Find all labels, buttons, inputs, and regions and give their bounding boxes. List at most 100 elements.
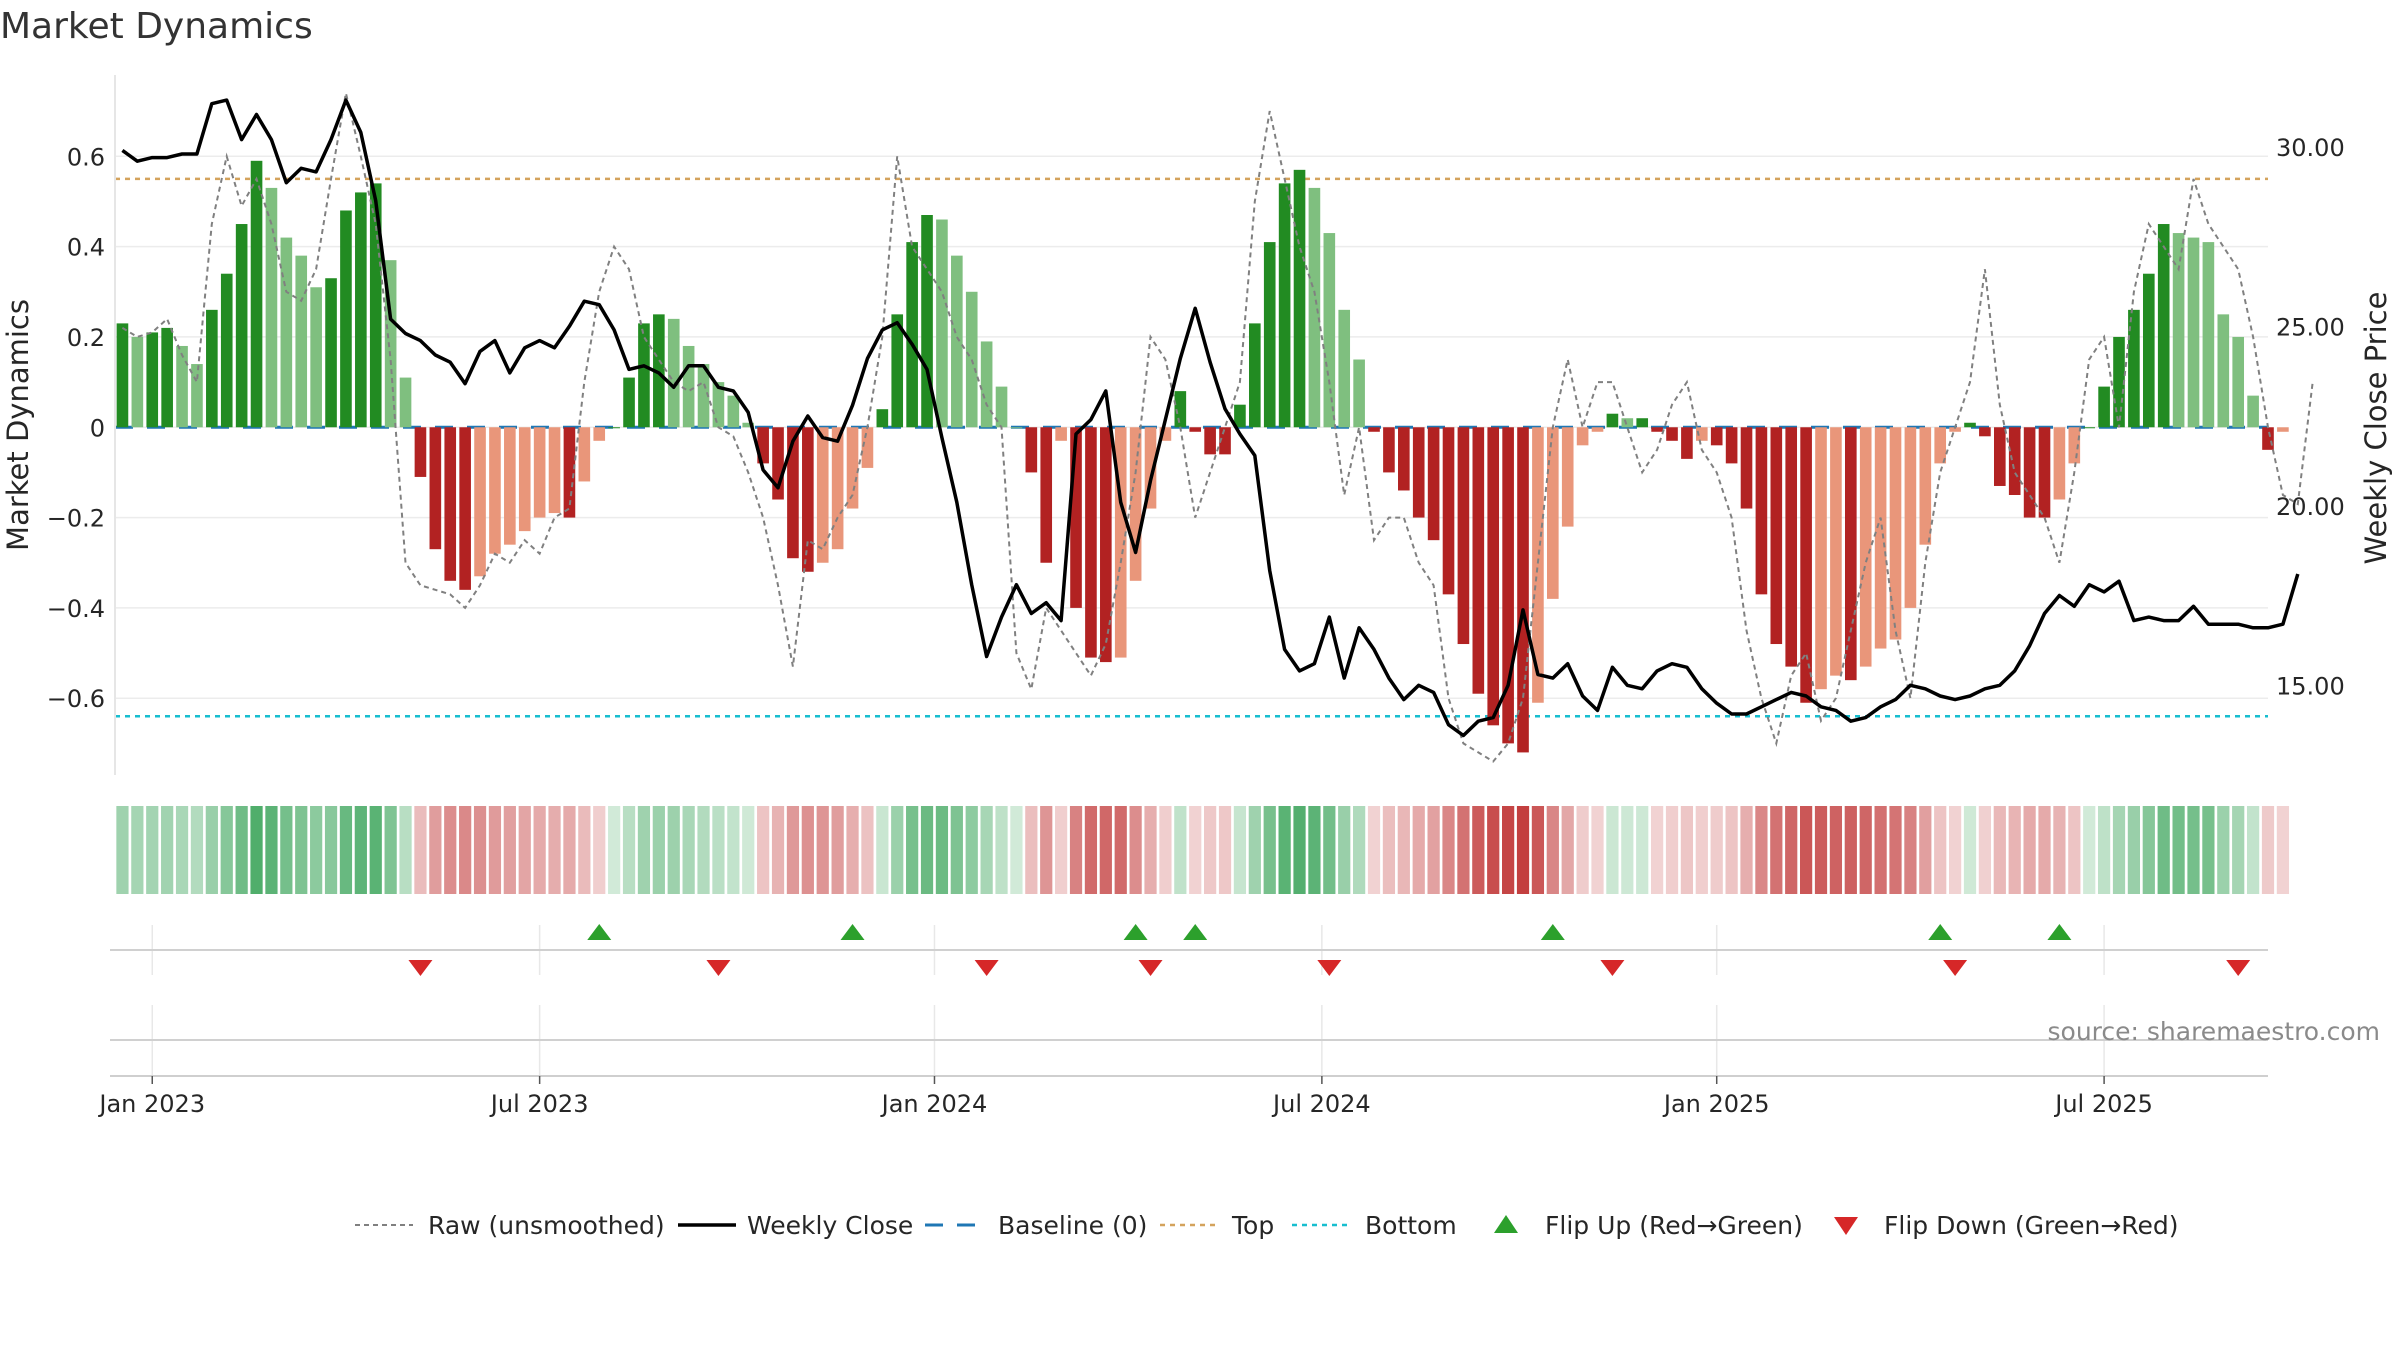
legend-label: Top xyxy=(1231,1211,1274,1240)
dynamics-bar xyxy=(1636,418,1649,428)
dynamics-bar xyxy=(369,183,382,428)
heat-cell xyxy=(1323,806,1336,894)
gridlines xyxy=(110,155,2268,1077)
dynamics-bar xyxy=(161,327,173,428)
heat-cell xyxy=(1725,806,1738,894)
heat-cell xyxy=(2083,806,2096,894)
dynamics-bar xyxy=(1263,242,1276,428)
x-tick-label: Jan 2025 xyxy=(1662,1090,1770,1118)
dynamics-bar xyxy=(593,427,606,441)
dynamics-bar xyxy=(1591,427,1604,432)
heat-cell xyxy=(578,806,591,894)
heat-cell xyxy=(1889,806,1902,894)
dynamics-bar xyxy=(206,309,218,428)
heat-cell xyxy=(876,806,889,894)
heat-cell xyxy=(2097,806,2111,894)
dynamics-bar xyxy=(1964,422,1976,428)
heat-cell xyxy=(1204,806,1217,894)
y-left-tick-label: 0.6 xyxy=(67,143,105,171)
close-series xyxy=(121,98,2300,738)
dynamics-bar xyxy=(489,427,501,554)
heat-cell xyxy=(1308,806,1321,894)
heat-cell xyxy=(1010,806,1023,894)
heat-cell xyxy=(324,806,338,894)
dynamics-bar xyxy=(1770,427,1783,645)
dynamics-bar xyxy=(2157,224,2170,428)
dynamics-bar xyxy=(2083,427,2096,429)
dynamics-bar xyxy=(1755,427,1768,595)
dynamics-bar xyxy=(802,427,814,572)
heat-cell xyxy=(2068,806,2081,894)
heat-cell xyxy=(161,806,174,894)
legend-label: Flip Down (Green→Red) xyxy=(1884,1211,2179,1240)
dynamics-bar xyxy=(1442,427,1455,595)
chart-title: Market Dynamics xyxy=(0,6,313,47)
heat-cell xyxy=(339,806,353,894)
dynamics-bar xyxy=(1800,427,1812,703)
heat-cell xyxy=(1740,806,1753,894)
y-left-tick-label: −0.2 xyxy=(47,505,105,533)
dynamics-bar xyxy=(399,377,412,428)
heat-cell xyxy=(801,806,814,894)
heat-cell xyxy=(771,806,785,894)
dynamics-bar xyxy=(1025,427,1038,473)
dynamics-bar xyxy=(1055,427,1067,441)
heat-cell xyxy=(175,806,189,894)
legend-label: Weekly Close xyxy=(747,1211,913,1240)
heat-cell xyxy=(637,806,651,894)
dynamics-bar xyxy=(1189,427,1202,432)
heat-cell xyxy=(682,806,695,894)
dynamics-bar xyxy=(1785,427,1798,667)
heat-cell xyxy=(1278,806,1291,894)
heat-cell xyxy=(1829,806,1843,894)
dynamics-bar xyxy=(1427,427,1440,541)
heat-cell xyxy=(533,806,546,894)
dynamics-bar xyxy=(1949,427,1961,432)
heat-cell xyxy=(1367,806,1381,894)
dynamics-bar xyxy=(757,427,769,464)
heat-cell xyxy=(280,806,293,894)
dynamics-bar xyxy=(2217,314,2230,428)
dynamics-bar xyxy=(2247,395,2259,428)
heat-cell xyxy=(2172,806,2185,894)
heat-cell xyxy=(667,806,680,894)
heat-cell xyxy=(1099,806,1112,894)
dynamics-bar xyxy=(712,382,725,428)
dynamics-bar xyxy=(1219,427,1231,455)
dynamics-bar xyxy=(1993,427,2006,486)
dynamics-bar xyxy=(1517,427,1529,753)
heat-cell xyxy=(190,806,204,894)
dynamics-bar xyxy=(1606,413,1619,428)
dynamics-bar xyxy=(340,210,352,428)
dynamics-bar xyxy=(921,215,933,428)
heat-cell xyxy=(742,806,755,894)
dynamics-bar xyxy=(623,377,635,428)
dynamics-bar xyxy=(1338,309,1351,428)
flip-up-marker xyxy=(1123,924,1148,940)
dynamics-bar xyxy=(1487,427,1500,726)
flip-up-marker xyxy=(2047,924,2072,940)
heat-cell xyxy=(712,806,725,894)
dynamics-bar xyxy=(176,345,188,428)
heat-cell xyxy=(518,806,531,894)
dynamics-bar xyxy=(1174,391,1187,428)
flip-down-marker xyxy=(1317,960,1342,976)
dynamics-bar xyxy=(980,341,993,428)
heat-cell xyxy=(1695,806,1708,894)
raw-line xyxy=(121,92,2314,763)
heat-cell xyxy=(1472,806,1485,894)
dynamics-bar xyxy=(876,409,889,428)
y-right-tick-label: 25.00 xyxy=(2276,313,2345,341)
heat-cell xyxy=(593,806,606,894)
dynamics-bar xyxy=(518,427,531,532)
heat-cell xyxy=(295,806,308,894)
heat-cell xyxy=(1457,806,1470,894)
dynamics-bar xyxy=(936,219,948,428)
heat-cell xyxy=(980,806,993,894)
heat-cell xyxy=(444,806,457,894)
flip-up-marker xyxy=(1928,924,1953,940)
dynamics-bar xyxy=(697,364,710,428)
x-tick-label: Jul 2023 xyxy=(489,1090,589,1118)
heat-cell xyxy=(2232,806,2245,894)
flip-down-marker xyxy=(974,960,999,976)
